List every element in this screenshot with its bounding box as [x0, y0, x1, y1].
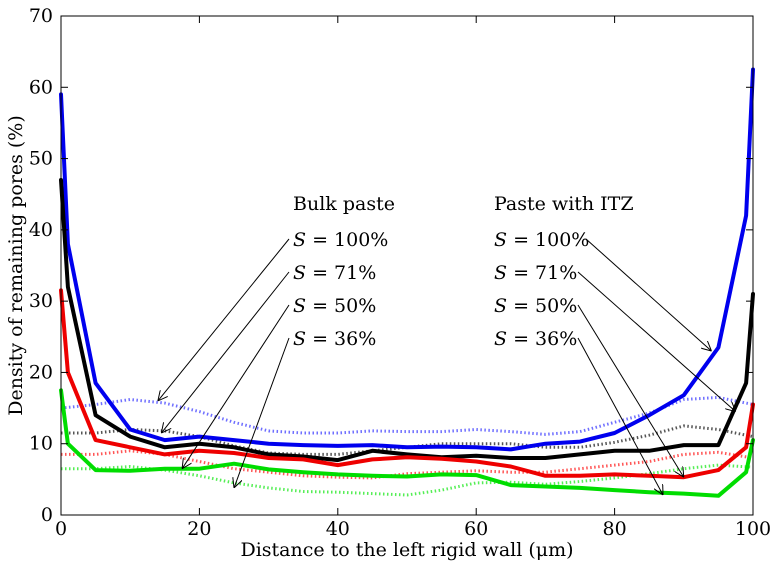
- y-axis-label: Density of remaining pores (%): [5, 115, 27, 416]
- bulk-label-1: S = 71%: [293, 262, 376, 284]
- x-tick-label: 60: [464, 518, 488, 540]
- x-axis-label: Distance to the left rigid wall (μm): [240, 539, 573, 561]
- annotations: Bulk paste S = 100% S = 71% S = 50% S = 36% P…: [158, 193, 736, 495]
- axis-ticks: 0 20 40 60 80 100 0 10 20 30 40 50 60 70: [29, 5, 771, 540]
- series-line-itz-36: [59, 388, 755, 498]
- itz-arrow-1: [577, 271, 736, 412]
- bulk-arrow-3: [234, 337, 290, 488]
- y-tick-label: 70: [29, 5, 53, 27]
- bulk-label-0: S = 100%: [293, 229, 388, 251]
- bulk-arrow-2: [182, 304, 290, 469]
- series-line-bulk-50: [61, 449, 754, 480]
- y-tick-label: 50: [29, 148, 53, 170]
- itz-arrow-0: [585, 238, 711, 351]
- x-tick-label: 80: [603, 518, 627, 540]
- itz-arrow-2: [577, 304, 684, 477]
- x-tick-label: 20: [187, 518, 211, 540]
- y-tick-label: 60: [29, 76, 53, 98]
- series-line-itz-71: [59, 178, 755, 463]
- x-tick-label: 40: [326, 518, 350, 540]
- bulk-heading: Bulk paste: [293, 193, 395, 215]
- y-tick-label: 30: [29, 290, 53, 312]
- y-tick-label: 0: [41, 504, 53, 526]
- series-line-itz-50: [59, 288, 755, 480]
- itz-label-0: S = 100%: [494, 229, 589, 251]
- itz-heading: Paste with ITZ: [494, 193, 634, 215]
- itz-label-2: S = 50%: [494, 295, 577, 317]
- series-line-bulk-100: [60, 395, 754, 436]
- series-line-itz-100: [59, 67, 755, 452]
- y-tick-label: 10: [29, 433, 53, 455]
- plot-frame: [60, 15, 754, 516]
- itz-arrow-3: [577, 337, 663, 495]
- series-layer: [59, 67, 755, 498]
- bulk-arrow-0: [158, 238, 290, 401]
- bulk-arrow-1: [161, 271, 290, 433]
- bulk-label-3: S = 36%: [293, 328, 376, 350]
- bulk-label-2: S = 50%: [293, 295, 376, 317]
- y-tick-label: 40: [29, 219, 53, 241]
- itz-label-1: S = 71%: [494, 262, 577, 284]
- x-tick-label: 0: [55, 518, 67, 540]
- itz-label-3: S = 36%: [494, 328, 577, 350]
- x-tick-label: 100: [735, 518, 771, 540]
- y-tick-label: 20: [29, 361, 53, 383]
